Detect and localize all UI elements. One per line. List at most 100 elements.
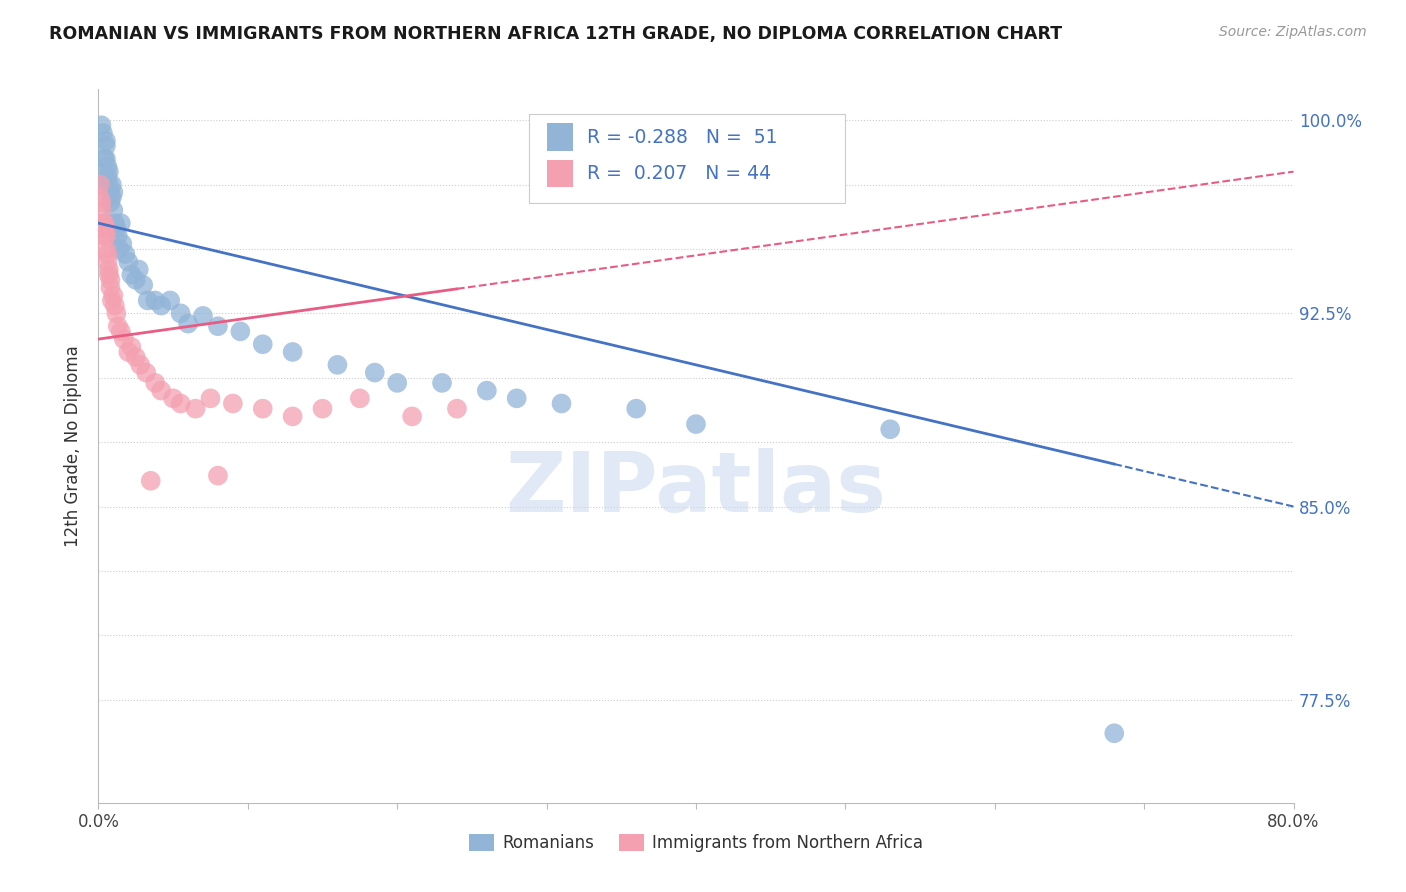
Point — [103, 288, 125, 302]
Point — [94, 139, 117, 153]
Point — [879, 422, 901, 436]
Point — [97, 164, 120, 178]
Point — [93, 152, 115, 166]
Point — [252, 337, 274, 351]
Point — [93, 229, 115, 244]
Point — [222, 396, 245, 410]
FancyBboxPatch shape — [529, 114, 845, 203]
Point — [150, 299, 173, 313]
Point — [1104, 726, 1126, 740]
Point — [125, 273, 148, 287]
Point — [159, 293, 181, 308]
FancyBboxPatch shape — [547, 161, 572, 187]
Text: R =  0.207   N = 44: R = 0.207 N = 44 — [588, 164, 772, 184]
Point — [90, 203, 112, 218]
Point — [120, 268, 142, 282]
Point — [101, 293, 124, 308]
Point — [281, 409, 304, 424]
Point — [128, 262, 150, 277]
Point — [207, 468, 229, 483]
Point — [94, 242, 117, 256]
Point — [117, 345, 139, 359]
Point — [139, 474, 162, 488]
Point — [143, 376, 166, 390]
Point — [112, 332, 135, 346]
Point — [105, 306, 128, 320]
Point — [136, 293, 159, 308]
Text: ROMANIAN VS IMMIGRANTS FROM NORTHERN AFRICA 12TH GRADE, NO DIPLOMA CORRELATION C: ROMANIAN VS IMMIGRANTS FROM NORTHERN AFR… — [49, 25, 1063, 43]
Point — [89, 178, 111, 192]
Text: Source: ZipAtlas.com: Source: ZipAtlas.com — [1219, 25, 1367, 39]
Point — [281, 345, 304, 359]
Point — [91, 221, 114, 235]
Point — [162, 392, 184, 406]
Legend: Romanians, Immigrants from Northern Africa: Romanians, Immigrants from Northern Afri… — [463, 827, 929, 859]
Point — [685, 417, 707, 431]
Point — [207, 319, 229, 334]
Point — [104, 216, 127, 230]
Point — [132, 277, 155, 292]
Point — [326, 358, 349, 372]
Point — [125, 350, 148, 364]
Point — [550, 396, 572, 410]
Point — [93, 216, 115, 230]
Point — [107, 319, 129, 334]
Point — [98, 195, 122, 210]
Point — [311, 401, 333, 416]
Point — [626, 401, 648, 416]
Point — [94, 229, 117, 244]
Point — [150, 384, 173, 398]
Point — [169, 396, 191, 410]
Point — [97, 268, 120, 282]
Point — [97, 178, 120, 192]
Point — [94, 221, 117, 235]
Point — [91, 126, 114, 140]
Point — [184, 401, 207, 416]
Point — [252, 401, 274, 416]
Point — [96, 160, 118, 174]
Point — [96, 255, 118, 269]
Point — [90, 118, 112, 132]
Point — [129, 358, 152, 372]
FancyBboxPatch shape — [547, 123, 572, 151]
Point — [135, 366, 157, 380]
Point — [93, 178, 115, 192]
Point — [200, 392, 222, 406]
Point — [101, 178, 124, 192]
Point — [89, 190, 111, 204]
Point — [506, 392, 529, 406]
Point — [98, 273, 122, 287]
Point — [103, 186, 125, 200]
Point — [110, 324, 132, 338]
Point — [349, 392, 371, 406]
Text: ZIPatlas: ZIPatlas — [506, 449, 886, 529]
Point — [103, 203, 125, 218]
Point — [108, 242, 131, 256]
Point — [98, 186, 122, 200]
Point — [191, 309, 214, 323]
Point — [97, 262, 120, 277]
Point — [177, 317, 200, 331]
Point — [98, 280, 122, 294]
Point — [229, 324, 252, 338]
Point — [385, 376, 409, 390]
Point — [446, 401, 468, 416]
Point — [107, 229, 129, 244]
Point — [94, 134, 117, 148]
Point — [143, 293, 166, 308]
Point — [110, 216, 132, 230]
Point — [90, 195, 112, 210]
Point — [101, 190, 124, 204]
Point — [364, 366, 387, 380]
Point — [169, 306, 191, 320]
Point — [104, 299, 127, 313]
Point — [401, 409, 423, 424]
Point — [117, 255, 139, 269]
Point — [94, 152, 117, 166]
Point — [96, 169, 118, 184]
Text: R = -0.288   N =  51: R = -0.288 N = 51 — [588, 128, 778, 146]
Point — [114, 247, 136, 261]
Y-axis label: 12th Grade, No Diploma: 12th Grade, No Diploma — [65, 345, 83, 547]
Point — [105, 221, 128, 235]
Point — [120, 340, 142, 354]
